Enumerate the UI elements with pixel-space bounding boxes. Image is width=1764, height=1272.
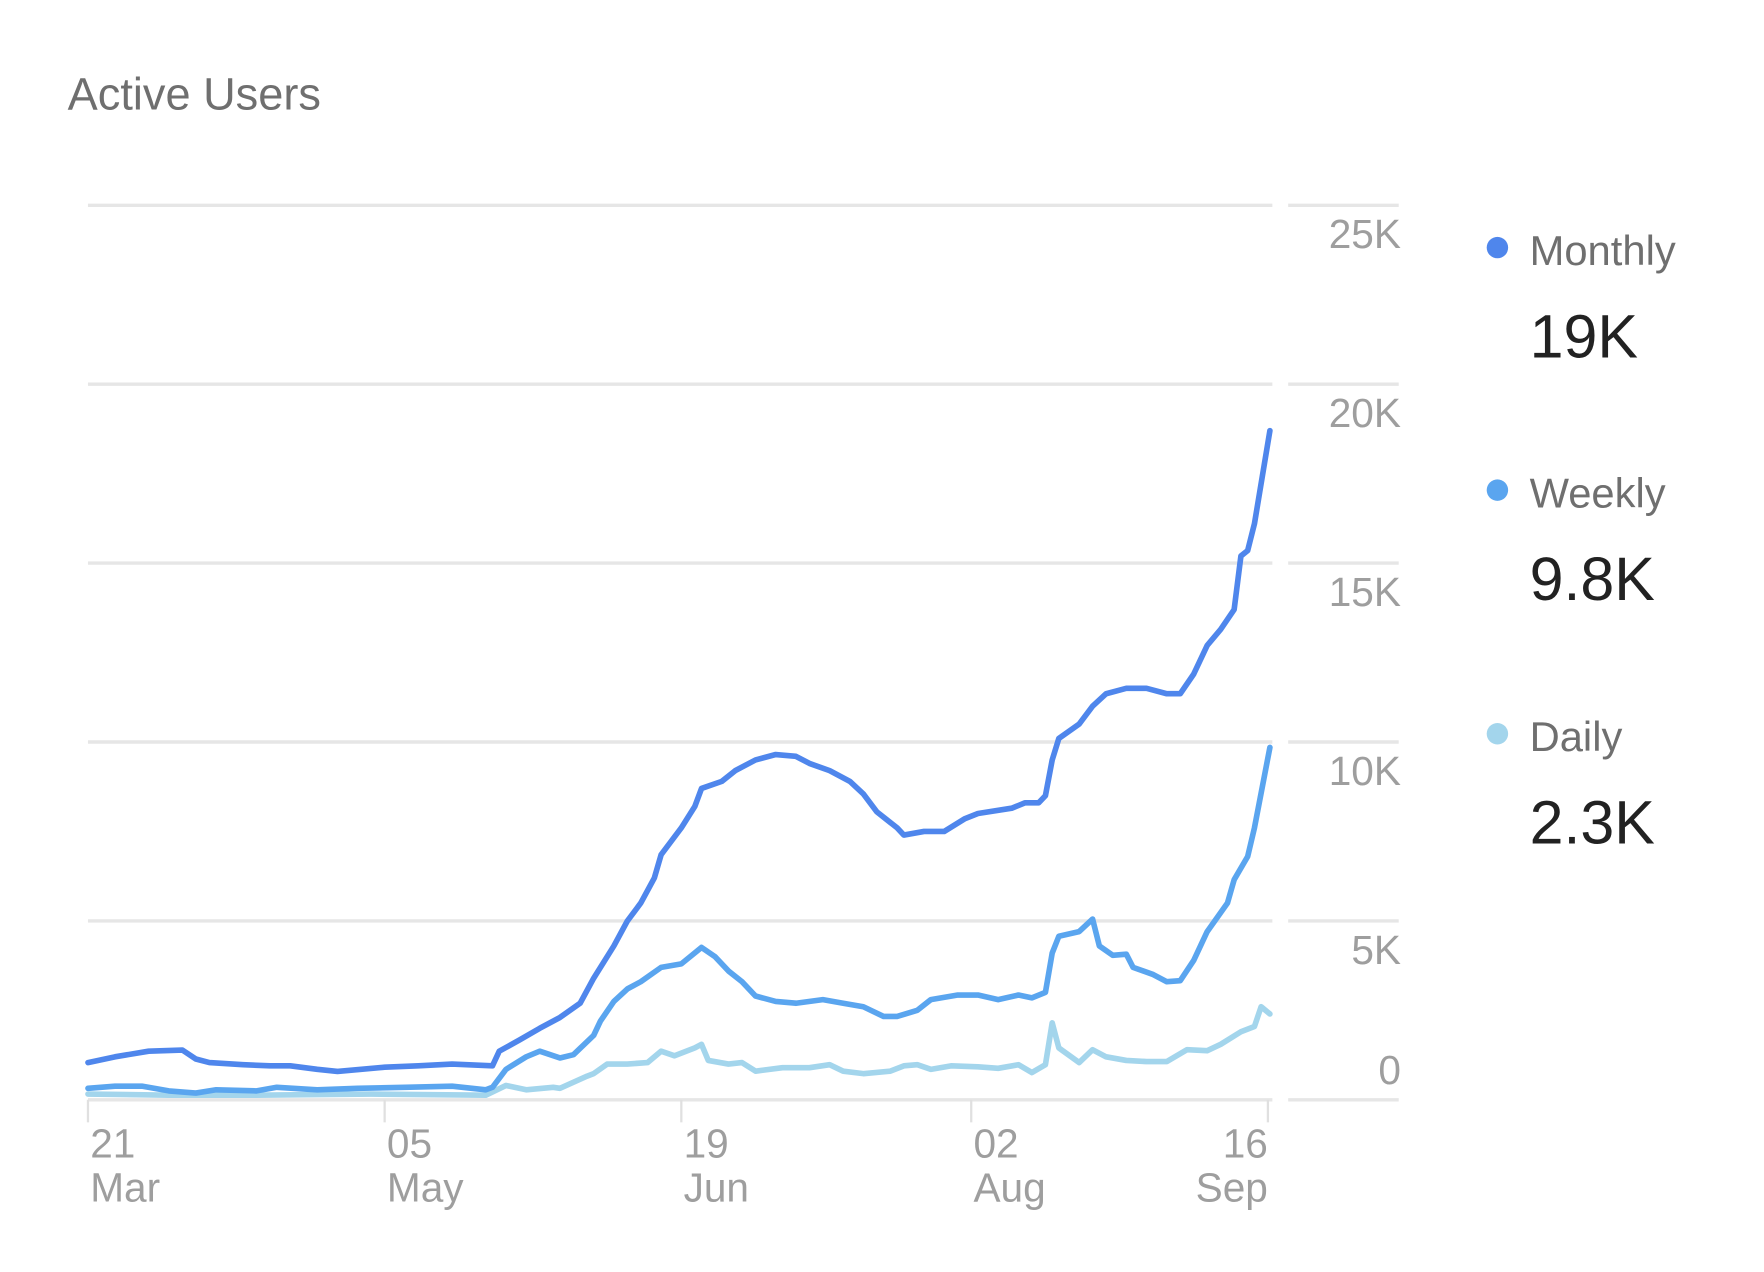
x-tick-day: 02 bbox=[973, 1120, 1018, 1166]
legend-value: 19K bbox=[1529, 303, 1638, 372]
y-tick-label: 0 bbox=[1378, 1047, 1401, 1093]
legend-value: 9.8K bbox=[1529, 545, 1655, 614]
chart-title: Active Users bbox=[67, 69, 321, 120]
x-tick-day: 16 bbox=[1223, 1120, 1268, 1166]
y-tick-label: 25K bbox=[1329, 211, 1401, 257]
legend-dot-icon bbox=[1486, 723, 1509, 745]
y-tick-label: 15K bbox=[1329, 569, 1401, 615]
x-tick-day: 19 bbox=[684, 1120, 729, 1166]
y-tick-label: 20K bbox=[1329, 390, 1401, 436]
x-tick-day: 05 bbox=[387, 1120, 432, 1166]
x-tick-month: Aug bbox=[973, 1164, 1045, 1210]
x-tick-month: May bbox=[387, 1164, 464, 1210]
legend-label: Monthly bbox=[1529, 227, 1676, 275]
legend-label: Daily bbox=[1529, 714, 1623, 761]
legend-dot-icon bbox=[1486, 479, 1509, 501]
y-tick-label: 10K bbox=[1329, 748, 1401, 794]
series-line-daily bbox=[85, 1003, 1273, 1098]
x-tick-month: Mar bbox=[90, 1164, 160, 1210]
x-tick-month: Jun bbox=[684, 1164, 749, 1210]
x-tick-month: Sep bbox=[1196, 1164, 1268, 1210]
series-line-monthly bbox=[85, 427, 1273, 1075]
y-tick-label: 5K bbox=[1351, 927, 1401, 973]
series-line-weekly bbox=[85, 744, 1273, 1096]
legend-label: Weekly bbox=[1529, 470, 1666, 517]
x-tick-day: 21 bbox=[90, 1120, 135, 1166]
legend-dot-icon bbox=[1486, 236, 1509, 259]
legend-value: 2.3K bbox=[1529, 789, 1655, 858]
